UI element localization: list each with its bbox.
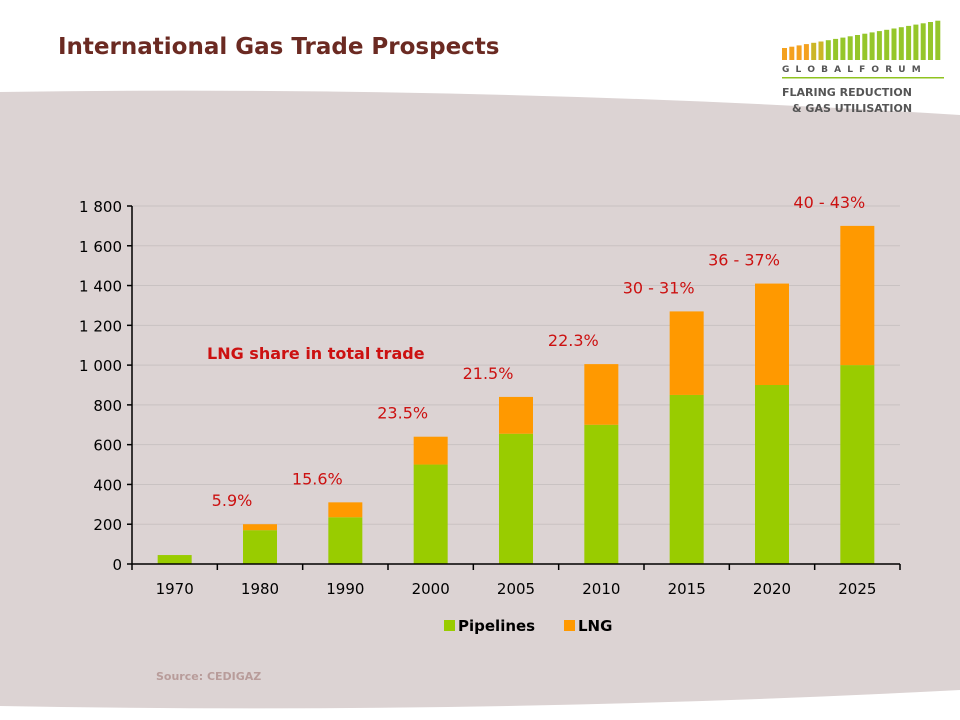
source-note: Source: CEDIGAZ — [156, 670, 262, 683]
bar-lng-2005 — [499, 396, 533, 434]
legend: Pipelines LNG — [444, 617, 612, 635]
bars — [157, 225, 875, 564]
logo-stripe — [920, 23, 926, 60]
logo-stripe — [935, 20, 941, 60]
logo-stripes — [782, 20, 941, 60]
y-tick-label: 400 — [93, 476, 122, 494]
logo-stripe — [913, 24, 919, 60]
logo-stripe — [825, 40, 831, 60]
x-tick-label: 2000 — [412, 580, 450, 598]
share-label: 36 - 37% — [708, 251, 780, 270]
bar-lng-1980 — [243, 524, 277, 531]
share-label: 22.3% — [548, 331, 599, 350]
page-title: International Gas Trade Prospects — [58, 34, 500, 60]
legend-swatch-lng — [564, 620, 575, 631]
share-labels: 5.9% 15.6% 23.5% 21.5% 22.3% 30 - 31% 36 - 37%… — [212, 193, 866, 510]
logo-stripe — [840, 37, 846, 60]
x-tick-label: 1990 — [326, 580, 364, 598]
bar-lng-2015 — [669, 311, 704, 395]
y-tick-label: 800 — [93, 397, 122, 415]
share-label: 23.5% — [377, 404, 428, 423]
logo-stripe — [928, 22, 933, 60]
global-forum-logo: G L O B A L F O R U M FLARING REDUCTION … — [782, 20, 944, 115]
logo-stripe — [869, 32, 875, 60]
share-label: 21.5% — [463, 364, 514, 383]
logo-line3: & GAS UTILISATION — [792, 102, 912, 115]
logo-stripe — [818, 41, 824, 60]
logo-stripe — [876, 31, 882, 60]
x-tick-labels: 1970 1980 1990 2000 2005 2010 2015 2020 2025 — [156, 580, 877, 598]
y-tick-label: 1 800 — [79, 198, 122, 216]
x-tick-label: 1980 — [241, 580, 279, 598]
y-tick-label: 0 — [112, 556, 122, 574]
x-tick-label: 2025 — [838, 580, 876, 598]
logo-stripe — [811, 42, 817, 60]
logo-stripe — [803, 44, 809, 60]
logo-stripe — [906, 25, 912, 60]
bar-lng-1990 — [328, 502, 363, 518]
legend-label-lng: LNG — [578, 617, 612, 635]
logo-stripe — [898, 27, 904, 60]
logo-stripe — [862, 33, 868, 60]
bar-pipelines-2020 — [755, 385, 789, 564]
legend-label-pipelines: Pipelines — [458, 617, 535, 635]
y-tick-label: 600 — [93, 437, 122, 455]
logo-stripe — [891, 28, 897, 60]
bar-pipelines-2015 — [669, 394, 704, 564]
y-tick-label: 1 400 — [79, 278, 122, 296]
y-tick-label: 1 600 — [79, 238, 122, 256]
y-tick-label: 1 000 — [79, 357, 122, 375]
bar-pipelines-2000 — [413, 464, 448, 564]
y-tick-labels: 0 200 400 600 800 1 000 1 200 1 400 1 600 1 800 — [79, 198, 122, 574]
y-tick-label: 200 — [93, 516, 122, 534]
logo-stripe — [847, 36, 853, 60]
logo-stripe — [833, 38, 839, 60]
logo-line2: FLARING REDUCTION — [782, 86, 912, 99]
bar-pipelines-2005 — [499, 433, 533, 564]
x-tick-label: 1970 — [156, 580, 194, 598]
bar-pipelines-1980 — [243, 530, 277, 564]
axes — [127, 205, 901, 570]
legend-swatch-pipelines — [444, 620, 455, 631]
bar-pipelines-1970 — [157, 555, 192, 564]
bar-lng-2025 — [840, 225, 875, 366]
share-label: 5.9% — [212, 491, 253, 510]
logo-line1: G L O B A L F O R U M — [782, 65, 922, 75]
logo-stripe — [884, 29, 890, 60]
bar-lng-2010 — [584, 364, 619, 425]
x-tick-label: 2010 — [582, 580, 620, 598]
x-tick-label: 2020 — [753, 580, 791, 598]
logo-stripe — [789, 46, 795, 60]
logo-stripe — [796, 45, 802, 60]
bar-lng-2020 — [755, 283, 789, 385]
bar-pipelines-1990 — [328, 517, 363, 564]
share-label: 15.6% — [292, 469, 343, 488]
y-tick-label: 1 200 — [79, 317, 122, 335]
logo-stripe — [855, 35, 860, 60]
share-label: 30 - 31% — [623, 278, 695, 297]
bar-pipelines-2025 — [840, 365, 875, 564]
bar-pipelines-2010 — [584, 424, 619, 564]
x-tick-label: 2015 — [668, 580, 706, 598]
lng-share-annotation: LNG share in total trade — [207, 344, 425, 363]
bar-lng-2000 — [413, 436, 448, 465]
logo-stripe — [782, 48, 787, 60]
x-tick-label: 2005 — [497, 580, 535, 598]
share-label: 40 - 43% — [793, 193, 865, 212]
logo-divider — [782, 77, 944, 79]
